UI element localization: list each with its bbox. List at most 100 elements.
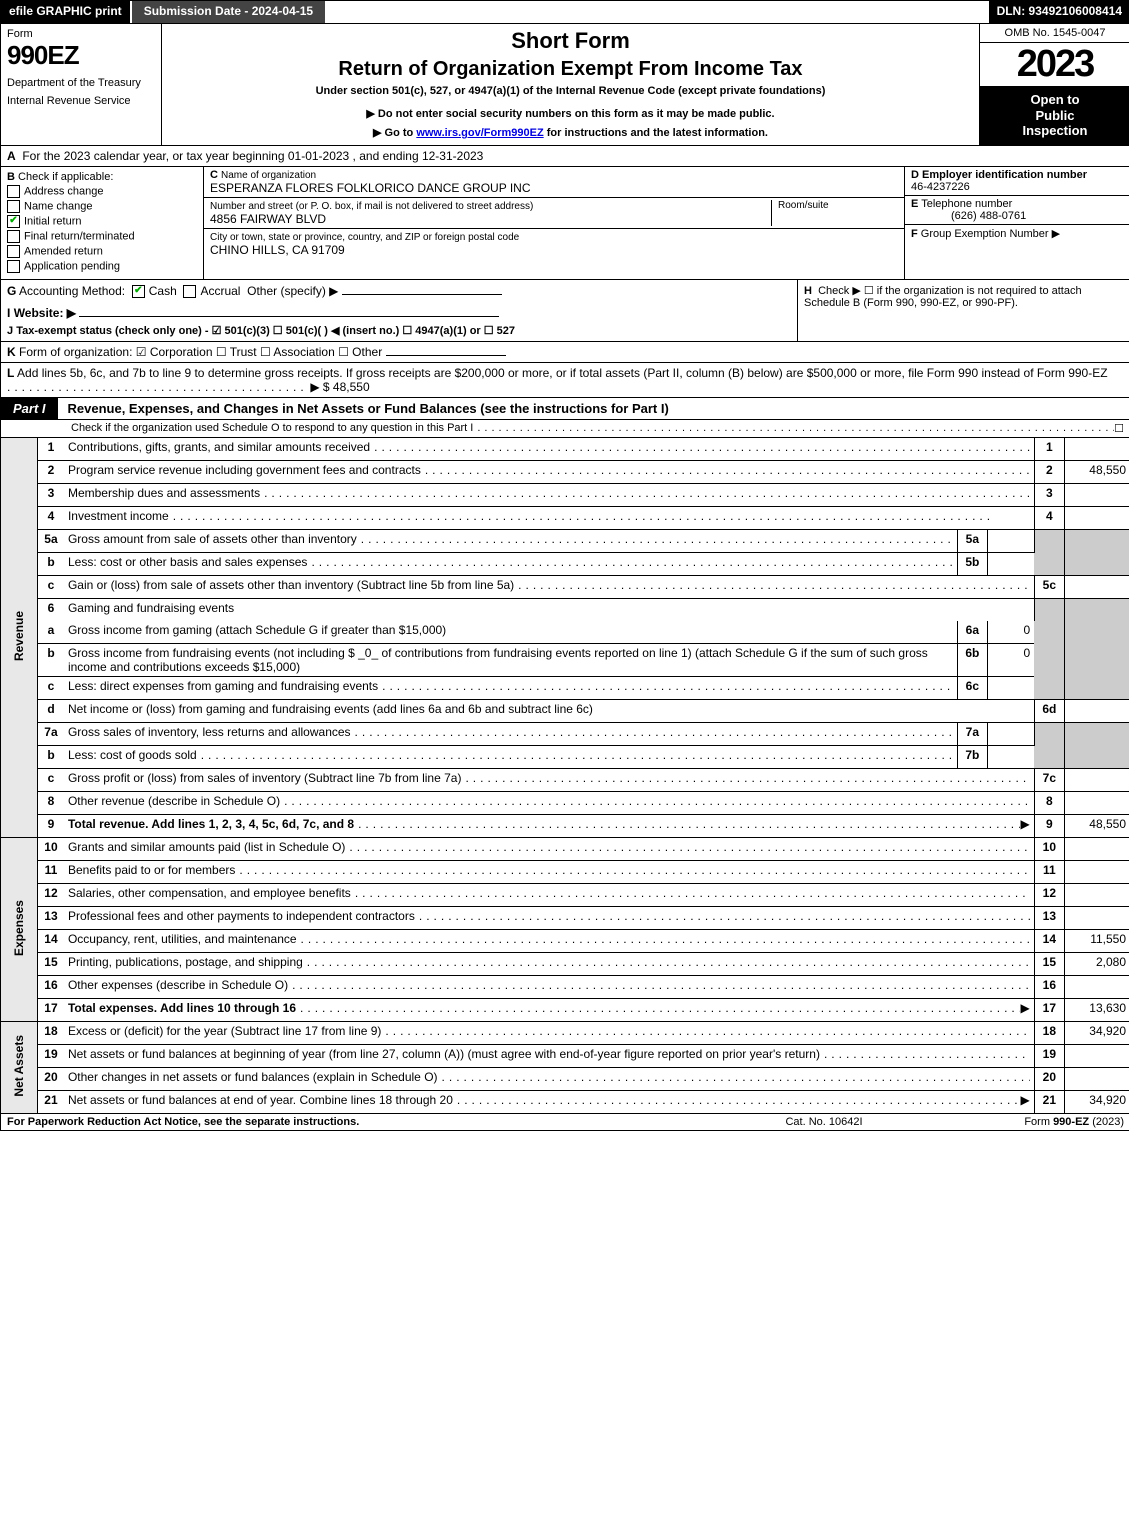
letter-b: B [7, 171, 15, 183]
l20-desc: Other changes in net assets or fund bala… [64, 1068, 1034, 1091]
part1-sub-box[interactable]: ☐ [1114, 422, 1124, 435]
l12-desc: Salaries, other compensation, and employ… [64, 884, 1034, 907]
row-7a: 7a Gross sales of inventory, less return… [1, 723, 1129, 746]
short-form-title: Short Form [166, 28, 975, 54]
l3-box: 3 [1034, 484, 1064, 507]
row-12: 12 Salaries, other compensation, and emp… [1, 884, 1129, 907]
cb-initial-return[interactable]: Initial return [7, 215, 197, 228]
l6c-ival [987, 677, 1034, 700]
l13-box: 13 [1034, 907, 1064, 930]
header-center: Short Form Return of Organization Exempt… [162, 24, 979, 145]
cb-accrual[interactable] [183, 285, 196, 298]
phone-label: Telephone number [921, 198, 1012, 210]
l7b-desc: Less: cost of goods sold [64, 746, 957, 769]
other-org-input[interactable] [386, 355, 506, 356]
city: CHINO HILLS, CA 91709 [210, 243, 345, 257]
letter-e: E [911, 198, 918, 210]
form-header: Form 990EZ Department of the Treasury In… [1, 24, 1129, 146]
l7b-ival [987, 746, 1034, 769]
l12-num: 12 [38, 884, 64, 907]
row-7c: c Gross profit or (loss) from sales of i… [1, 769, 1129, 792]
vlabel-revenue: Revenue [1, 438, 38, 838]
l5b-ibox: 5b [957, 553, 987, 576]
row-14: 14 Occupancy, rent, utilities, and maint… [1, 930, 1129, 953]
line-g: G Accounting Method: Cash Accrual Other … [1, 280, 797, 341]
cb-final-return[interactable]: Final return/terminated [7, 230, 197, 243]
l11-num: 11 [38, 861, 64, 884]
l6-desc: Gaming and fundraising events [64, 599, 1034, 622]
letter-g: G [7, 284, 16, 298]
l7a-ival [987, 723, 1034, 746]
l5c-box: 5c [1034, 576, 1064, 599]
row-17: 17 Total expenses. Add lines 10 through … [1, 999, 1129, 1022]
l14-num: 14 [38, 930, 64, 953]
shaded-6 [1034, 599, 1064, 700]
open-line3: Inspection [984, 123, 1126, 139]
l7b-num: b [38, 746, 64, 769]
website-input[interactable] [79, 316, 499, 317]
l6-num: 6 [38, 599, 64, 622]
l18-box: 18 [1034, 1022, 1064, 1045]
l15-num: 15 [38, 953, 64, 976]
line-a-text: For the 2023 calendar year, or tax year … [22, 149, 483, 163]
l5b-desc: Less: cost or other basis and sales expe… [64, 553, 957, 576]
section-bcdef: B Check if applicable: Address change Na… [1, 167, 1129, 280]
l6c-desc: Less: direct expenses from gaming and fu… [64, 677, 957, 700]
cb-application-pending[interactable]: Application pending [7, 260, 197, 273]
l6d-num: d [38, 700, 64, 723]
line-l: L Add lines 5b, 6c, and 7b to line 9 to … [1, 363, 1129, 398]
l6b-ival: 0 [987, 644, 1034, 677]
row-7b: b Less: cost of goods sold 7b [1, 746, 1129, 769]
cb-name-change-label: Name change [24, 200, 93, 212]
l2-val: 48,550 [1064, 461, 1129, 484]
return-title: Return of Organization Exempt From Incom… [166, 58, 975, 81]
l9-desc: Total revenue. Add lines 1, 2, 3, 4, 5c,… [64, 815, 1034, 838]
cb-cash[interactable] [132, 285, 145, 298]
row-gh: G Accounting Method: Cash Accrual Other … [1, 280, 1129, 342]
l4-num: 4 [38, 507, 64, 530]
row-2: 2 Program service revenue including gove… [1, 461, 1129, 484]
cb-name-change[interactable]: Name change [7, 200, 197, 213]
part1-title: Revenue, Expenses, and Changes in Net As… [58, 401, 669, 416]
under-section: Under section 501(c), 527, or 4947(a)(1)… [166, 85, 975, 97]
dept-irs: Internal Revenue Service [7, 95, 155, 107]
footer-formcode: 990-EZ [1053, 1116, 1089, 1128]
footer-left: For Paperwork Reduction Act Notice, see … [7, 1116, 724, 1128]
l20-num: 20 [38, 1068, 64, 1091]
l4-desc: Investment income [64, 507, 1034, 530]
dept-treasury: Department of the Treasury [7, 77, 155, 89]
shaded-5v [1064, 530, 1129, 576]
row-20: 20 Other changes in net assets or fund b… [1, 1068, 1129, 1091]
cb-amended-return[interactable]: Amended return [7, 245, 197, 258]
row-1: Revenue 1 Contributions, gifts, grants, … [1, 438, 1129, 461]
l2-desc: Program service revenue including govern… [64, 461, 1034, 484]
efile-print-label[interactable]: efile GRAPHIC print [1, 1, 130, 23]
l11-box: 11 [1034, 861, 1064, 884]
letter-c: C [210, 169, 218, 181]
goto-line: ▶ Go to www.irs.gov/Form990EZ for instru… [166, 126, 975, 139]
row-6: 6 Gaming and fundraising events [1, 599, 1129, 622]
letter-f: F [911, 228, 918, 240]
dotfill-l [7, 380, 307, 394]
page-footer: For Paperwork Reduction Act Notice, see … [1, 1114, 1129, 1130]
line-l-amount: ▶ $ 48,550 [310, 380, 369, 394]
vlabel-expenses: Expenses [1, 838, 38, 1022]
l6b-num: b [38, 644, 64, 677]
l5a-ibox: 5a [957, 530, 987, 553]
box-def: D Employer identification number 46-4237… [904, 167, 1129, 279]
instructions-link[interactable]: www.irs.gov/Form990EZ [416, 127, 543, 139]
box-e: E Telephone number (626) 488-0761 [905, 196, 1129, 225]
l14-desc: Occupancy, rent, utilities, and maintena… [64, 930, 1034, 953]
group-exemption-label: Group Exemption Number [921, 228, 1049, 240]
dotfill-sub [477, 422, 1114, 435]
l6b-desc: Gross income from fundraising events (no… [64, 644, 957, 677]
l3-num: 3 [38, 484, 64, 507]
cb-address-change[interactable]: Address change [7, 185, 197, 198]
l7a-num: 7a [38, 723, 64, 746]
l18-num: 18 [38, 1022, 64, 1045]
other-method-input[interactable] [342, 294, 502, 295]
form-code: 990EZ [7, 40, 155, 71]
row-6d: d Net income or (loss) from gaming and f… [1, 700, 1129, 723]
line-l-text: Add lines 5b, 6c, and 7b to line 9 to de… [17, 366, 1108, 380]
l10-val [1064, 838, 1129, 861]
